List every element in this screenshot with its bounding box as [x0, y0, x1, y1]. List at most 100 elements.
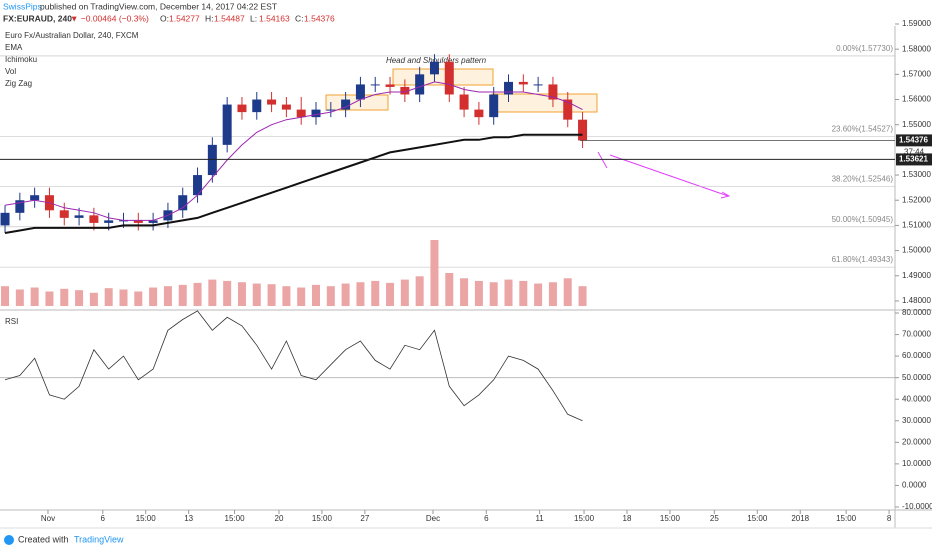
volume-bar: [519, 280, 528, 306]
candle-body: [370, 84, 380, 86]
y-tick-label: 1.48000: [902, 296, 931, 305]
candle-body: [133, 220, 143, 223]
volume-bar: [548, 282, 557, 306]
y-tick-label: -10.0000: [902, 502, 932, 511]
x-tick-label: 8: [887, 514, 892, 523]
candle-body: [207, 144, 217, 176]
x-tick-label: 15:00: [225, 514, 246, 523]
countdown-box: [896, 146, 932, 158]
y-tick-label: 1.59000: [902, 19, 931, 28]
change: ▼ −0.00464 (−0.3%): [70, 13, 149, 23]
x-tick-label: 25: [710, 514, 719, 523]
x-tick-label: Nov: [41, 514, 55, 523]
volume-bar: [445, 273, 454, 306]
candle-body: [341, 99, 351, 110]
volume-bar: [563, 278, 572, 306]
volume-bar: [252, 283, 261, 306]
volume-bar: [578, 286, 587, 306]
logo: [4, 535, 14, 545]
volume-bar: [489, 282, 498, 306]
x-tick-label: 13: [184, 514, 193, 523]
y-tick-label: 30.0000: [902, 416, 931, 425]
candle-body: [15, 200, 25, 213]
candle-body: [474, 109, 484, 118]
fib-label: 50.00%(1.50945): [832, 215, 894, 224]
candle-body: [355, 84, 365, 100]
volume-bar: [89, 292, 98, 306]
candle-body: [281, 104, 291, 110]
arrow-head: [720, 191, 731, 199]
candle-body: [415, 74, 425, 95]
volume-bar: [45, 291, 54, 306]
ohlc-value: 1.54487: [214, 13, 245, 23]
footer-brand[interactable]: TradingView: [74, 534, 124, 544]
candle-body: [578, 119, 588, 141]
legend-item: Vol: [5, 67, 16, 76]
volume-bar: [534, 283, 543, 306]
volume-bar: [1, 286, 10, 306]
x-tick-label: 15:00: [136, 514, 157, 523]
y-tick-label: 1.58000: [902, 44, 931, 53]
volume-bar: [237, 282, 246, 306]
fib-label: 61.80%(1.49343): [832, 255, 894, 264]
published: published on TradingView.com, December 1…: [40, 1, 277, 11]
y-tick-label: 50.0000: [902, 373, 931, 382]
y-tick-label: 10.0000: [902, 459, 931, 468]
volume-bar: [149, 287, 158, 306]
candle-body: [385, 84, 395, 87]
volume-bar: [15, 289, 24, 306]
candle-body: [400, 86, 410, 95]
y-tick-label: 1.57000: [902, 69, 931, 78]
legend-item: Ichimoku: [5, 55, 37, 64]
volume-bar: [371, 280, 380, 306]
legend-title: Euro Fx/Australian Dollar, 240, FXCM: [5, 31, 139, 40]
x-tick-label: 11: [535, 514, 544, 523]
candle-body: [222, 104, 232, 145]
volume-bar: [223, 280, 232, 306]
candle-body: [0, 212, 10, 226]
volume-bar: [341, 283, 350, 306]
candle-body: [178, 195, 188, 211]
y-tick-label: 70.0000: [902, 330, 931, 339]
publisher[interactable]: SwissPips: [3, 1, 42, 11]
price-label: 1.54376: [899, 136, 928, 145]
countdown: 37:44: [904, 148, 925, 157]
indicator-line: [4, 133, 583, 234]
x-tick-label: 15:00: [747, 514, 768, 523]
candle-body: [59, 210, 69, 218]
y-tick-label: 0.0000: [902, 481, 927, 490]
footer-created: Created with: [18, 534, 69, 544]
y-tick-label: 1.56000: [902, 95, 931, 104]
x-tick-label: 15:00: [836, 514, 857, 523]
volume-bar: [504, 279, 513, 306]
x-tick-label: 15:00: [574, 514, 595, 523]
candle-body: [533, 84, 543, 86]
projection-arrow: [597, 151, 608, 169]
ohlc-value: 1.54376: [304, 13, 335, 23]
volume-bar: [60, 288, 69, 306]
volume-bar: [326, 286, 335, 306]
volume-bar: [267, 284, 276, 306]
y-tick-label: 1.53000: [902, 170, 931, 179]
fib-label: 23.60%(1.54527): [832, 125, 894, 134]
volume-bar: [208, 279, 217, 306]
y-tick-label: 20.0000: [902, 437, 931, 446]
legend-item: Zig Zag: [5, 79, 32, 88]
candle-body: [267, 99, 277, 105]
volume-bar: [163, 286, 172, 306]
candle-body: [30, 195, 40, 201]
volume-bar: [460, 278, 469, 306]
y-tick-label: 60.0000: [902, 351, 931, 360]
candle-body: [89, 215, 99, 223]
x-tick-label: 15:00: [312, 514, 333, 523]
volume-bar: [282, 286, 291, 306]
y-tick-label: 40.0000: [902, 394, 931, 403]
volume-bar: [415, 276, 424, 306]
ohlc-label: C:: [295, 13, 304, 23]
pattern-box: [392, 68, 494, 86]
volume-bar: [386, 282, 395, 306]
volume-bar: [119, 289, 128, 306]
volume-bar: [193, 282, 202, 306]
candle-body: [444, 61, 454, 95]
